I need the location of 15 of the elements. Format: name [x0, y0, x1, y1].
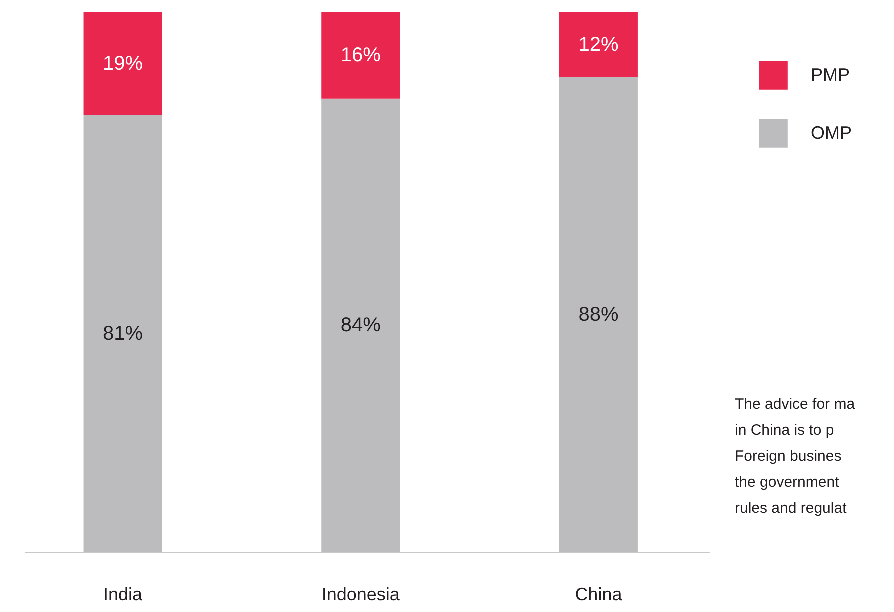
legend-label: OMP: [811, 122, 852, 144]
x-tick-label: India: [104, 584, 144, 604]
bar: [322, 12, 400, 99]
text: The advice for ma in China is to p Foreign busines the government rules and regulat: [735, 395, 856, 519]
data-label: 81%: [103, 322, 144, 345]
data-label: 88%: [578, 304, 619, 326]
legend-label: PMP: [811, 64, 850, 86]
data-label: 16%: [340, 44, 382, 67]
data-label: 12%: [578, 34, 619, 56]
data-label: 84%: [340, 314, 382, 337]
x-tick-label: Indonesia: [322, 584, 401, 604]
bar: [84, 12, 162, 116]
bar: [559, 12, 638, 78]
data-label: 19%: [103, 52, 144, 75]
x-tick-label: China: [575, 584, 624, 604]
